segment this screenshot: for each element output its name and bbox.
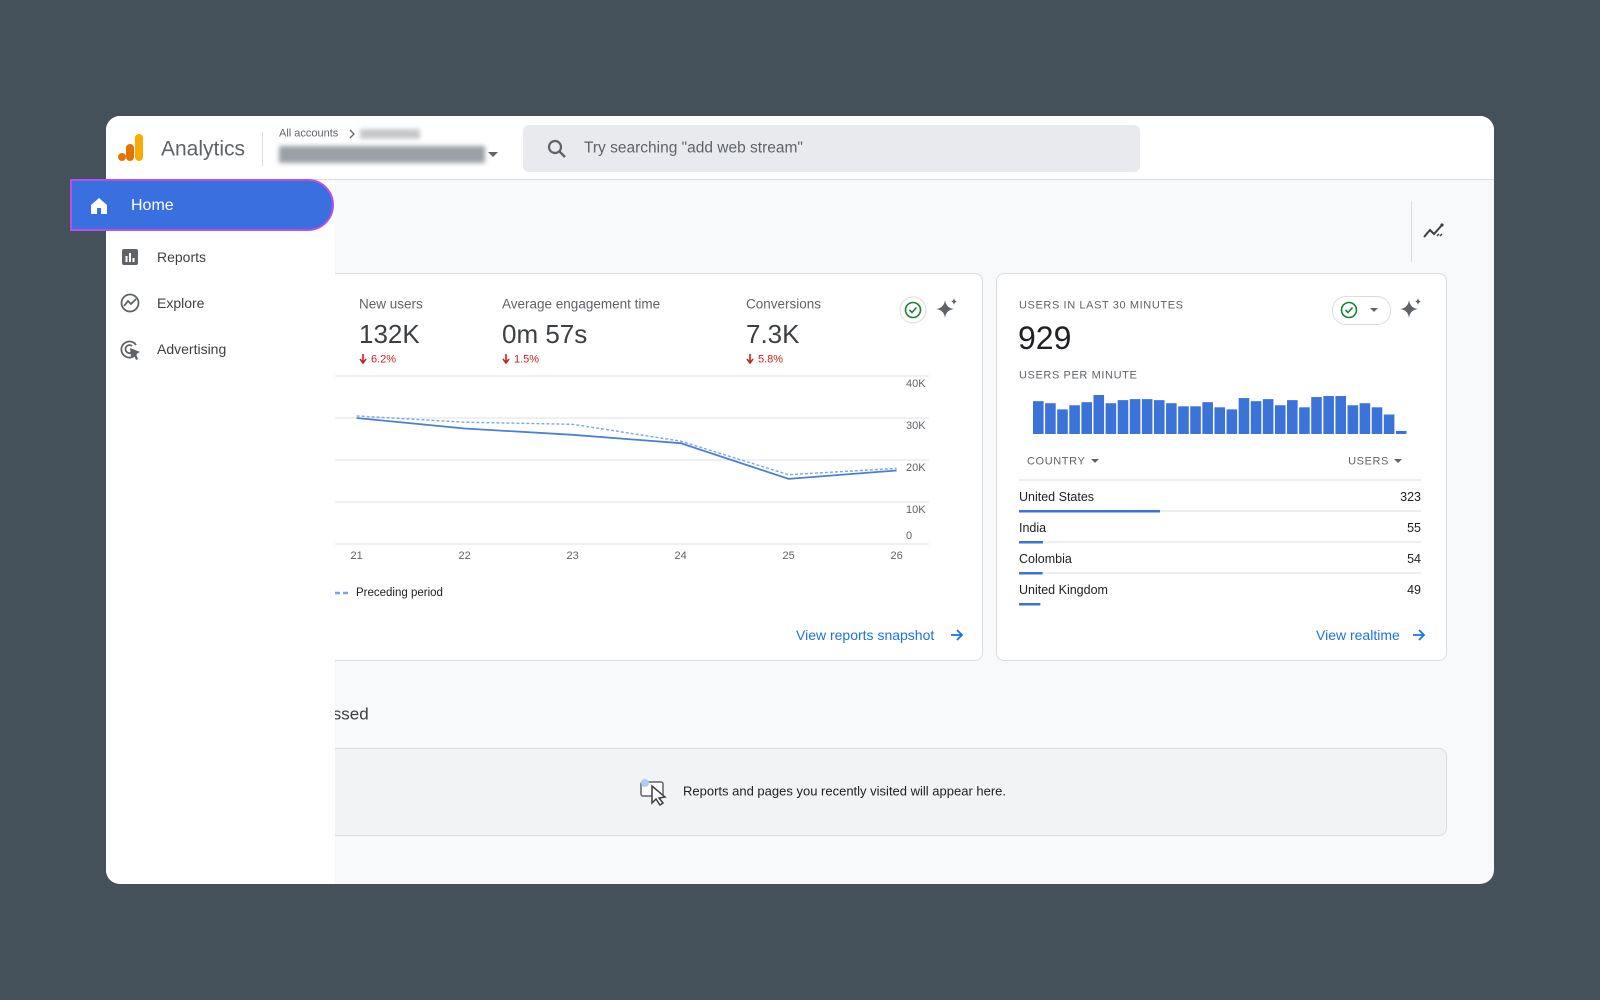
down-arrow [359,354,367,364]
column-header[interactable]: COUNTRY [1027,455,1086,468]
realtime-total: 929 [1018,320,1072,356]
recent-empty-box [200,748,1447,836]
metric-value: 7.3K [746,319,800,349]
metric-value: 132K [359,319,420,349]
country-users: 55 [1407,520,1421,535]
side-nav [106,180,335,884]
metric-change: 1.5% [514,353,540,366]
home-icon [91,198,107,214]
insights-icon[interactable] [1423,222,1445,240]
country-name: Colombia [1019,551,1072,566]
app-name: Analytics [161,137,246,161]
metric-label: Conversions [746,296,822,312]
reports-icon [122,249,138,265]
down-arrow [502,354,510,364]
arrow-icon [951,629,964,641]
chart-title: USERS PER MINUTE [1019,369,1138,382]
insights-sparkle[interactable] [1399,297,1423,321]
search-placeholder: Try searching "add web stream" [584,139,803,157]
dropdown-caret [488,152,498,157]
logo [118,134,143,161]
country-users: 323 [1400,489,1421,504]
sort-caret [1091,459,1099,463]
empty-icon [640,779,667,806]
status-check[interactable] [899,296,929,326]
country-name: India [1019,520,1047,535]
arrow-icon [1413,629,1426,641]
view-realtime-link[interactable]: View realtime [1316,627,1400,643]
metric-change: 5.8% [758,353,784,366]
realtime-title: USERS IN LAST 30 MINUTES [1019,299,1184,312]
nav-item[interactable]: Reports [157,249,207,265]
country-name: United Kingdom [1019,582,1108,597]
chevron [349,129,355,139]
search-box[interactable] [523,125,1140,172]
nav-item[interactable]: Home [131,197,174,214]
divider [1411,201,1412,262]
advertising-icon [120,340,140,360]
metric-label: New users [359,296,423,312]
insights-sparkle[interactable] [935,297,959,321]
sort-caret [1394,459,1402,463]
realtime-card [996,273,1447,661]
metric-value: 0m 57s [502,319,588,349]
view-reports-link[interactable]: View reports snapshot [796,627,935,643]
down-arrow [746,354,754,364]
empty-message: Reports and pages you recently visited w… [683,783,1007,799]
nav-home-active[interactable] [70,179,334,231]
metric-label: Average engagement time [502,296,661,312]
blurred-property[interactable] [279,146,485,163]
search-icon [547,139,566,158]
column-header[interactable]: USERS [1348,455,1389,468]
status-check [1340,301,1378,319]
metric-change: 6.2% [371,353,397,366]
breadcrumb[interactable]: All accounts [279,127,339,140]
blurred-account [360,129,420,139]
status-selector[interactable] [1332,296,1391,325]
explore-icon [120,293,140,313]
country-name: United States [1019,489,1095,504]
country-users: 54 [1407,551,1421,566]
country-users: 49 [1407,582,1421,597]
divider [262,132,263,166]
nav-item[interactable]: Explore [157,295,205,311]
nav-item[interactable]: Advertising [157,341,227,357]
